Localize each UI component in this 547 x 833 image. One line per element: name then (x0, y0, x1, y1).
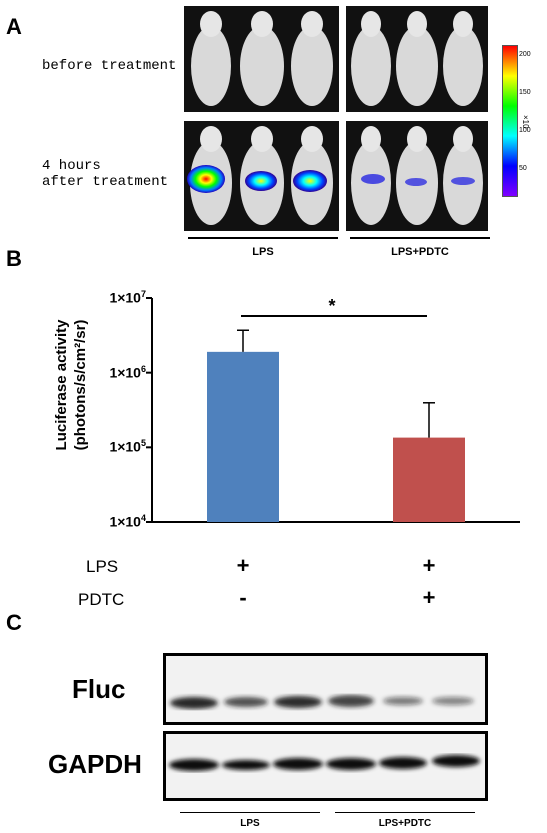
bar-lps (207, 351, 279, 522)
panel-a-letter: A (6, 14, 22, 39)
pdtc-sign-lps: - (239, 585, 247, 610)
gapdh-bands (169, 755, 480, 771)
blot-pdtc-group-line (335, 812, 475, 813)
panel-c-letter: C (6, 610, 22, 635)
y-axis-label: Luciferase activity (53, 319, 70, 451)
blot-pdtc-group-label: LPS+PDTC (378, 818, 432, 829)
colorbar-tick-150: 150 (519, 89, 531, 96)
y-tick-label-0: 1×104 (109, 513, 146, 530)
gapdh-blot (163, 731, 488, 801)
pdtc-row-label: PDTC (78, 590, 125, 609)
lps-group-label: LPS (252, 246, 274, 258)
lps-row-label: LPS (86, 557, 119, 576)
blot-lps-group-label: LPS (240, 818, 260, 829)
fluc-blot (163, 653, 488, 725)
lps-after-image (184, 121, 339, 231)
pdtc-before-image (346, 6, 488, 112)
lps-group-line (188, 237, 338, 239)
y-axis-label-block: Luciferase activity (photons/s/cm²/sr) (52, 265, 96, 505)
row-label-after: 4 hours after treatment (42, 158, 169, 190)
colorbar-tick-50: 50 (519, 165, 527, 172)
y-tick-label-3: 1×107 (109, 289, 146, 306)
lps-sign-lps: + (236, 553, 250, 578)
fluc-label: Fluc (72, 674, 126, 704)
pdtc-group-line (350, 237, 490, 239)
panel-b-letter: B (6, 246, 22, 271)
y-tick-label-2: 1×106 (109, 363, 146, 381)
bar-lps-pdtc (393, 437, 465, 522)
mice-lps-after (187, 126, 333, 225)
pdtc-sign-pdtc: + (422, 585, 436, 610)
fluc-bands (170, 695, 474, 709)
luciferase-bar-chart: * (146, 296, 520, 523)
row-label-before: before treatment (42, 58, 177, 74)
y-tick-label-1: 1×105 (109, 438, 146, 455)
y-axis-label-units: (photons/s/cm²/sr) (72, 319, 89, 451)
pdtc-after-image (346, 121, 488, 231)
lps-sign-pdtc: + (422, 553, 436, 578)
gapdh-label: GAPDH (48, 749, 142, 779)
significance-star: * (328, 296, 335, 316)
colorbar-tick-200: 200 (519, 51, 531, 58)
colorbar (502, 45, 518, 197)
blot-lps-group-line (180, 812, 320, 813)
pdtc-group-label: LPS+PDTC (391, 246, 449, 258)
mice-pdtc-after (351, 126, 483, 225)
mice-lps-before (191, 11, 333, 106)
colorbar-unit: ×10 (521, 115, 530, 129)
colorbar-tick-100: 100 (519, 127, 531, 134)
lps-before-image (184, 6, 339, 112)
mice-pdtc-before (351, 11, 483, 106)
